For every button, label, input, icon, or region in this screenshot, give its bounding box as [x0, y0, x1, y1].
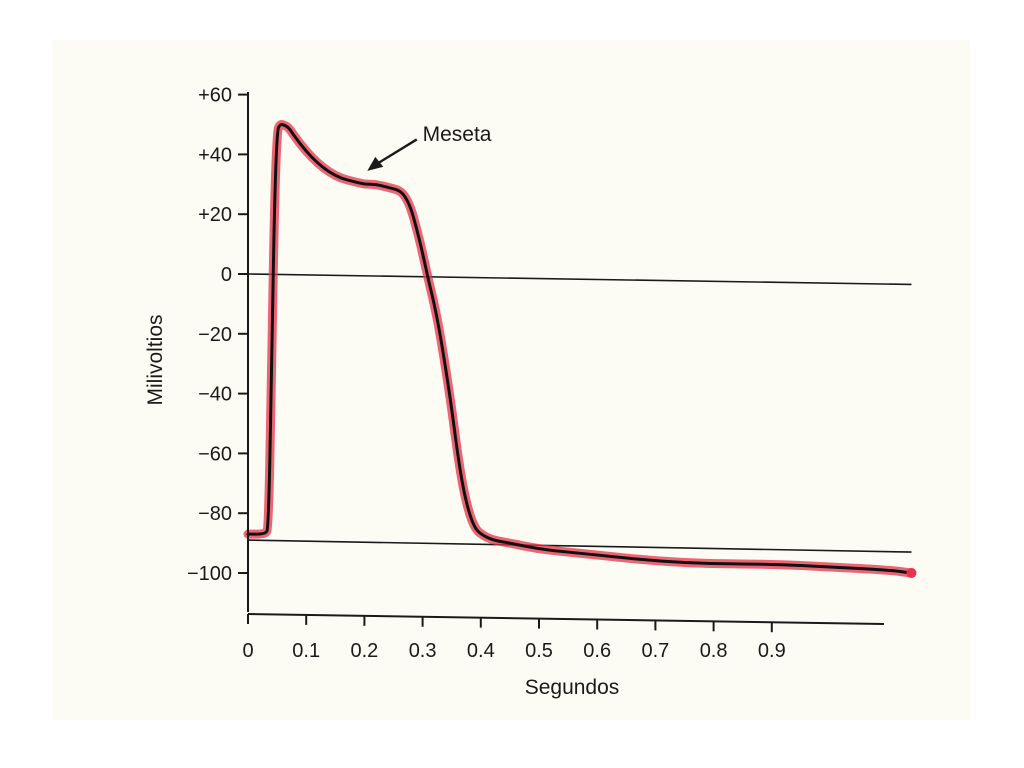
- reference-line: [247, 273, 912, 286]
- chart-background: [52, 40, 970, 720]
- x-axis-title: Segundos: [525, 676, 620, 699]
- curve-end-dot: [906, 568, 917, 578]
- x-tick-label: 0.5: [525, 640, 553, 662]
- plateau-annotation: Meseta: [367, 123, 492, 171]
- x-tick-label: 0.7: [641, 640, 669, 662]
- annotation-label: Meseta: [423, 123, 492, 146]
- annotation-arrow-head: [367, 156, 384, 171]
- reference-lines: [247, 273, 912, 553]
- x-tick-label: 0.6: [583, 640, 611, 662]
- y-tick-label: −20: [198, 324, 232, 346]
- y-tick-label: +60: [198, 85, 232, 107]
- y-tick-label: +20: [198, 204, 232, 226]
- y-tick-label: +40: [198, 144, 232, 166]
- x-tick-label: 0.3: [409, 640, 437, 662]
- x-tick-label: 0: [242, 640, 253, 662]
- x-tick-label: 0.4: [467, 640, 495, 662]
- curve-trace: [246, 123, 913, 575]
- x-tick-label: 0.8: [700, 640, 728, 662]
- y-tick-label: −100: [187, 563, 232, 585]
- x-axis-line: [247, 613, 885, 625]
- reference-line: [247, 539, 912, 553]
- x-tick-label: 0.2: [350, 640, 378, 662]
- action-potential-curve: [243, 120, 917, 578]
- y-tick-label: 0: [221, 264, 232, 286]
- annotation-arrow: [374, 138, 418, 166]
- x-tick-label: 0.9: [758, 640, 786, 662]
- x-axis-ticks: 0 0.1 0.2 0.3 0.4 0.5 0.6 0.7 0.8 0.9: [242, 614, 786, 662]
- y-axis-title: Milivoltios: [144, 314, 167, 405]
- y-tick-label: −80: [198, 503, 232, 525]
- y-tick-label: −40: [198, 384, 232, 406]
- y-tick-label: −60: [198, 443, 232, 465]
- y-axis-ticks: +60 +40 +20 0 −20 −40 −60 −80 −100: [187, 85, 248, 585]
- x-tick-label: 0.1: [292, 640, 320, 662]
